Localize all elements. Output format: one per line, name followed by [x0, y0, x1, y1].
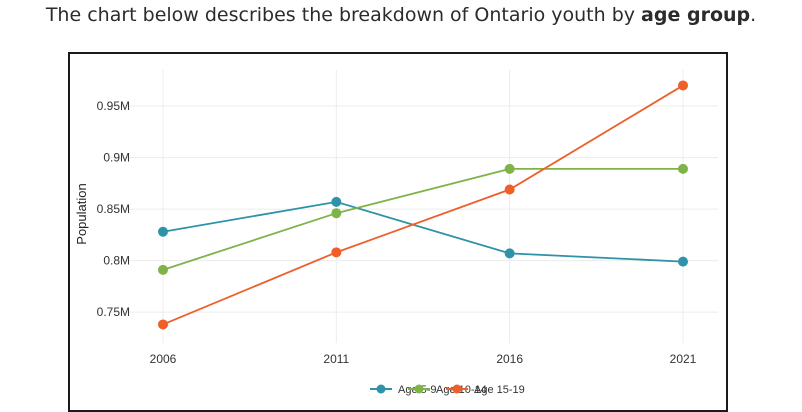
data-point [158, 264, 168, 275]
series-layer [158, 80, 688, 330]
data-point [504, 163, 515, 174]
intro-text: The chart below describes the breakdown … [45, 4, 642, 26]
legend-label: Age 15-19 [474, 384, 525, 396]
data-point [678, 163, 688, 174]
grid-layer [110, 70, 718, 343]
y-axis-title: Population [74, 183, 89, 244]
legend-swatch-marker [452, 384, 462, 394]
chart-intro-text: The chart below describes the breakdown … [0, 4, 802, 26]
series-line [162, 167, 683, 271]
series-line [162, 84, 684, 326]
data-point [678, 80, 688, 91]
data-point [504, 248, 515, 259]
legend-item[interactable]: Age 15-19 [446, 384, 525, 396]
intro-bold-text: age group [641, 4, 751, 26]
chart-frame [68, 52, 728, 412]
legend-swatch-marker [376, 384, 386, 394]
x-tick-label: 2021 [670, 352, 697, 366]
y-tick-label: 0.95M [97, 99, 130, 113]
data-point [158, 226, 168, 237]
y-tick-label: 0.75M [97, 305, 130, 319]
x-tick-label: 2016 [496, 352, 523, 366]
data-point [331, 247, 342, 258]
data-point [158, 319, 168, 330]
axis-layer: 0.75M 0.8M 0.85M 0.9M 0.95M 2006 2011 2016 2021 [97, 99, 697, 366]
y-tick-label: 0.85M [97, 202, 130, 216]
y-tick-label: 0.9M [103, 151, 130, 165]
x-tick-label: 2006 [150, 352, 177, 366]
data-point [331, 208, 342, 219]
y-tick-label: 0.8M [103, 254, 130, 268]
data-point [678, 256, 688, 267]
legend-swatch-marker [414, 384, 424, 394]
data-point [331, 196, 342, 207]
data-point [504, 184, 515, 195]
x-tick-label: 2011 [323, 352, 349, 366]
intro-period: . [750, 4, 757, 26]
series-line [162, 200, 684, 263]
